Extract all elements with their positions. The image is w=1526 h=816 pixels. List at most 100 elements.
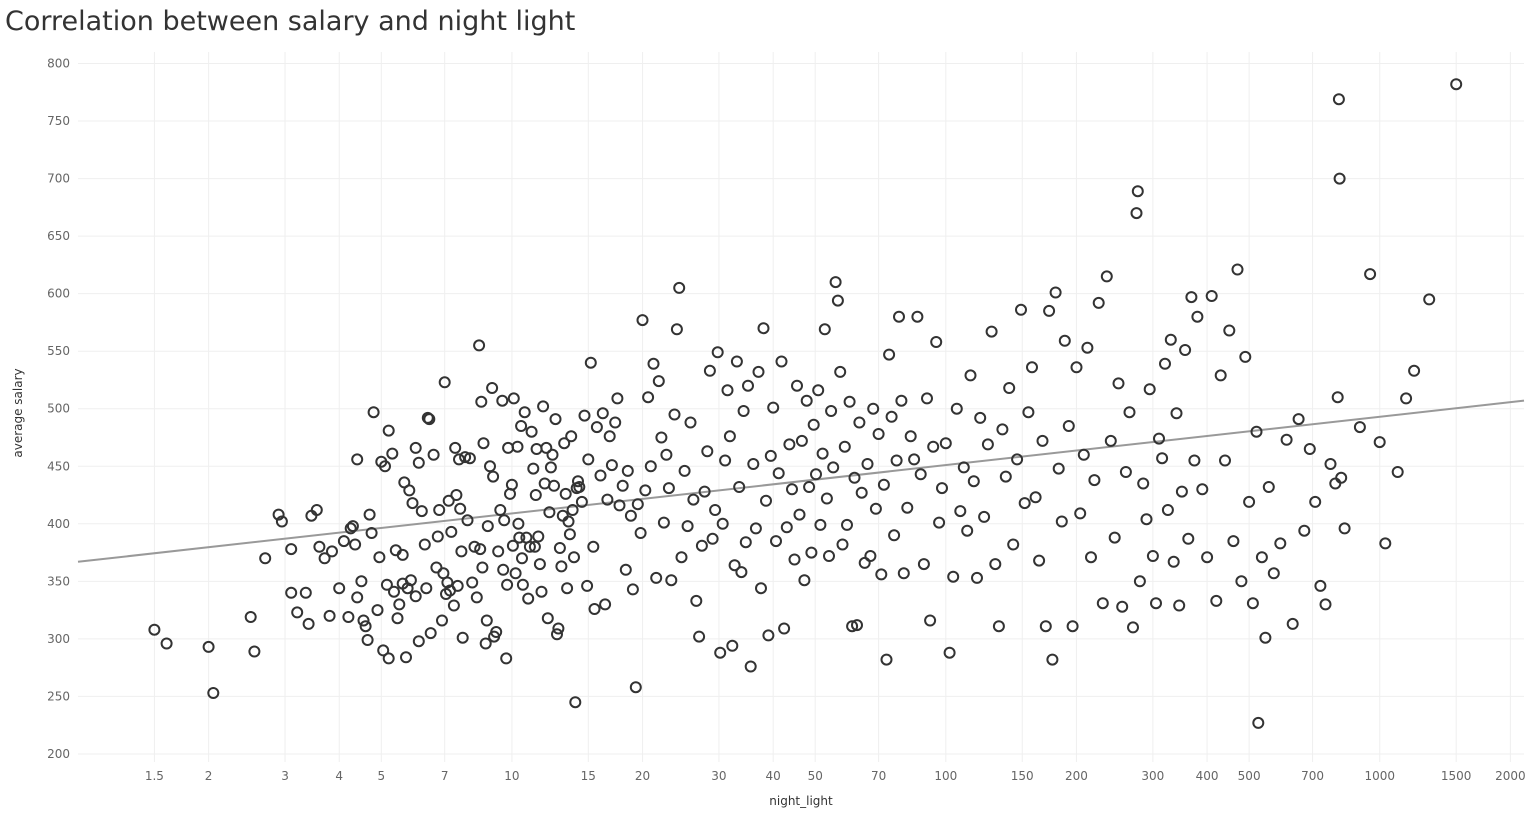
tick-labels: 1.5 2 3 4 5 7 10 15 20 30 40 50 70 100 150 200 300 400 500… <box>47 57 1526 783</box>
x-tick-label: 500 <box>1238 769 1261 783</box>
data-point <box>834 365 847 378</box>
data-point <box>431 530 444 543</box>
data-point <box>805 546 818 559</box>
data-point <box>665 574 678 587</box>
data-point <box>525 425 538 438</box>
trend-line-group <box>77 399 1525 563</box>
data-point <box>1303 443 1316 455</box>
data-point <box>430 561 443 574</box>
data-point <box>678 464 691 477</box>
data-point <box>513 531 526 544</box>
data-point <box>999 470 1012 483</box>
data-point <box>690 594 703 607</box>
data-point <box>1140 513 1153 526</box>
data-point <box>927 440 940 453</box>
data-point <box>509 567 522 580</box>
data-point <box>904 430 917 443</box>
data-point <box>412 635 425 648</box>
data-point <box>355 575 368 588</box>
data-point <box>877 478 890 491</box>
data-point <box>848 471 861 484</box>
data-point <box>1259 631 1272 644</box>
data-point <box>650 571 663 584</box>
data-point <box>363 508 376 521</box>
data-point <box>313 540 326 553</box>
data-point <box>558 437 571 450</box>
data-point <box>831 294 844 307</box>
data-point <box>1130 207 1143 220</box>
data-point <box>442 494 455 507</box>
data-point <box>573 481 586 493</box>
x-tick-label: 1000 <box>1364 769 1395 783</box>
data-point <box>726 639 739 652</box>
data-point <box>1223 324 1236 337</box>
data-point <box>1104 434 1117 447</box>
data-point <box>703 364 716 377</box>
data-point <box>459 451 472 464</box>
data-point <box>793 508 806 521</box>
data-point <box>711 346 724 359</box>
data-point <box>880 653 893 666</box>
data-point <box>624 509 637 522</box>
data-point <box>836 538 849 551</box>
data-point <box>964 369 977 382</box>
x-axis-title: night_light <box>769 794 833 808</box>
data-point <box>1219 454 1231 467</box>
data-point <box>687 493 700 506</box>
data-point <box>893 310 905 323</box>
data-point <box>885 410 898 423</box>
data-point <box>911 310 924 323</box>
data-point <box>559 487 572 500</box>
data-point <box>594 469 607 482</box>
data-point <box>357 614 370 627</box>
data-point <box>791 379 803 392</box>
data-point <box>285 543 298 556</box>
x-tick-label: 40 <box>766 769 781 783</box>
data-point <box>735 566 748 579</box>
data-point <box>924 614 937 627</box>
data-point <box>562 515 575 528</box>
data-point <box>1150 597 1162 610</box>
data-point <box>581 579 594 592</box>
data-point <box>890 454 903 467</box>
data-point <box>1018 497 1031 510</box>
data-point <box>1353 421 1366 434</box>
data-point <box>553 542 566 554</box>
x-tick-label: 700 <box>1301 769 1324 783</box>
data-point <box>447 599 460 612</box>
data-point <box>807 418 820 431</box>
data-point <box>1143 383 1156 396</box>
data-point <box>609 416 622 429</box>
data-point <box>989 558 1002 571</box>
data-point <box>248 645 261 658</box>
data-point <box>1179 344 1192 356</box>
data-point <box>967 475 980 488</box>
data-point <box>603 430 616 443</box>
data-point <box>1137 477 1150 490</box>
data-point <box>424 627 437 640</box>
x-tick-label: 3 <box>281 769 289 783</box>
y-tick-label: 550 <box>47 344 70 358</box>
data-point <box>897 567 910 580</box>
data-point <box>752 365 765 378</box>
data-point <box>1081 341 1094 354</box>
data-point <box>365 527 378 539</box>
data-point <box>299 586 312 599</box>
data-point <box>644 460 657 473</box>
data-point <box>1298 524 1311 537</box>
data-point <box>377 644 390 657</box>
y-tick-label: 350 <box>47 574 70 588</box>
data-point <box>1096 597 1109 610</box>
data-point <box>535 585 548 598</box>
data-points <box>148 78 1463 729</box>
data-point <box>505 478 518 491</box>
data-point <box>775 355 788 368</box>
data-point <box>1280 433 1293 446</box>
data-point <box>1338 522 1351 535</box>
data-point <box>1058 334 1071 347</box>
y-tick-label: 300 <box>47 632 70 646</box>
data-point <box>436 614 448 627</box>
x-tick-label: 300 <box>1141 769 1164 783</box>
data-point <box>516 552 528 565</box>
